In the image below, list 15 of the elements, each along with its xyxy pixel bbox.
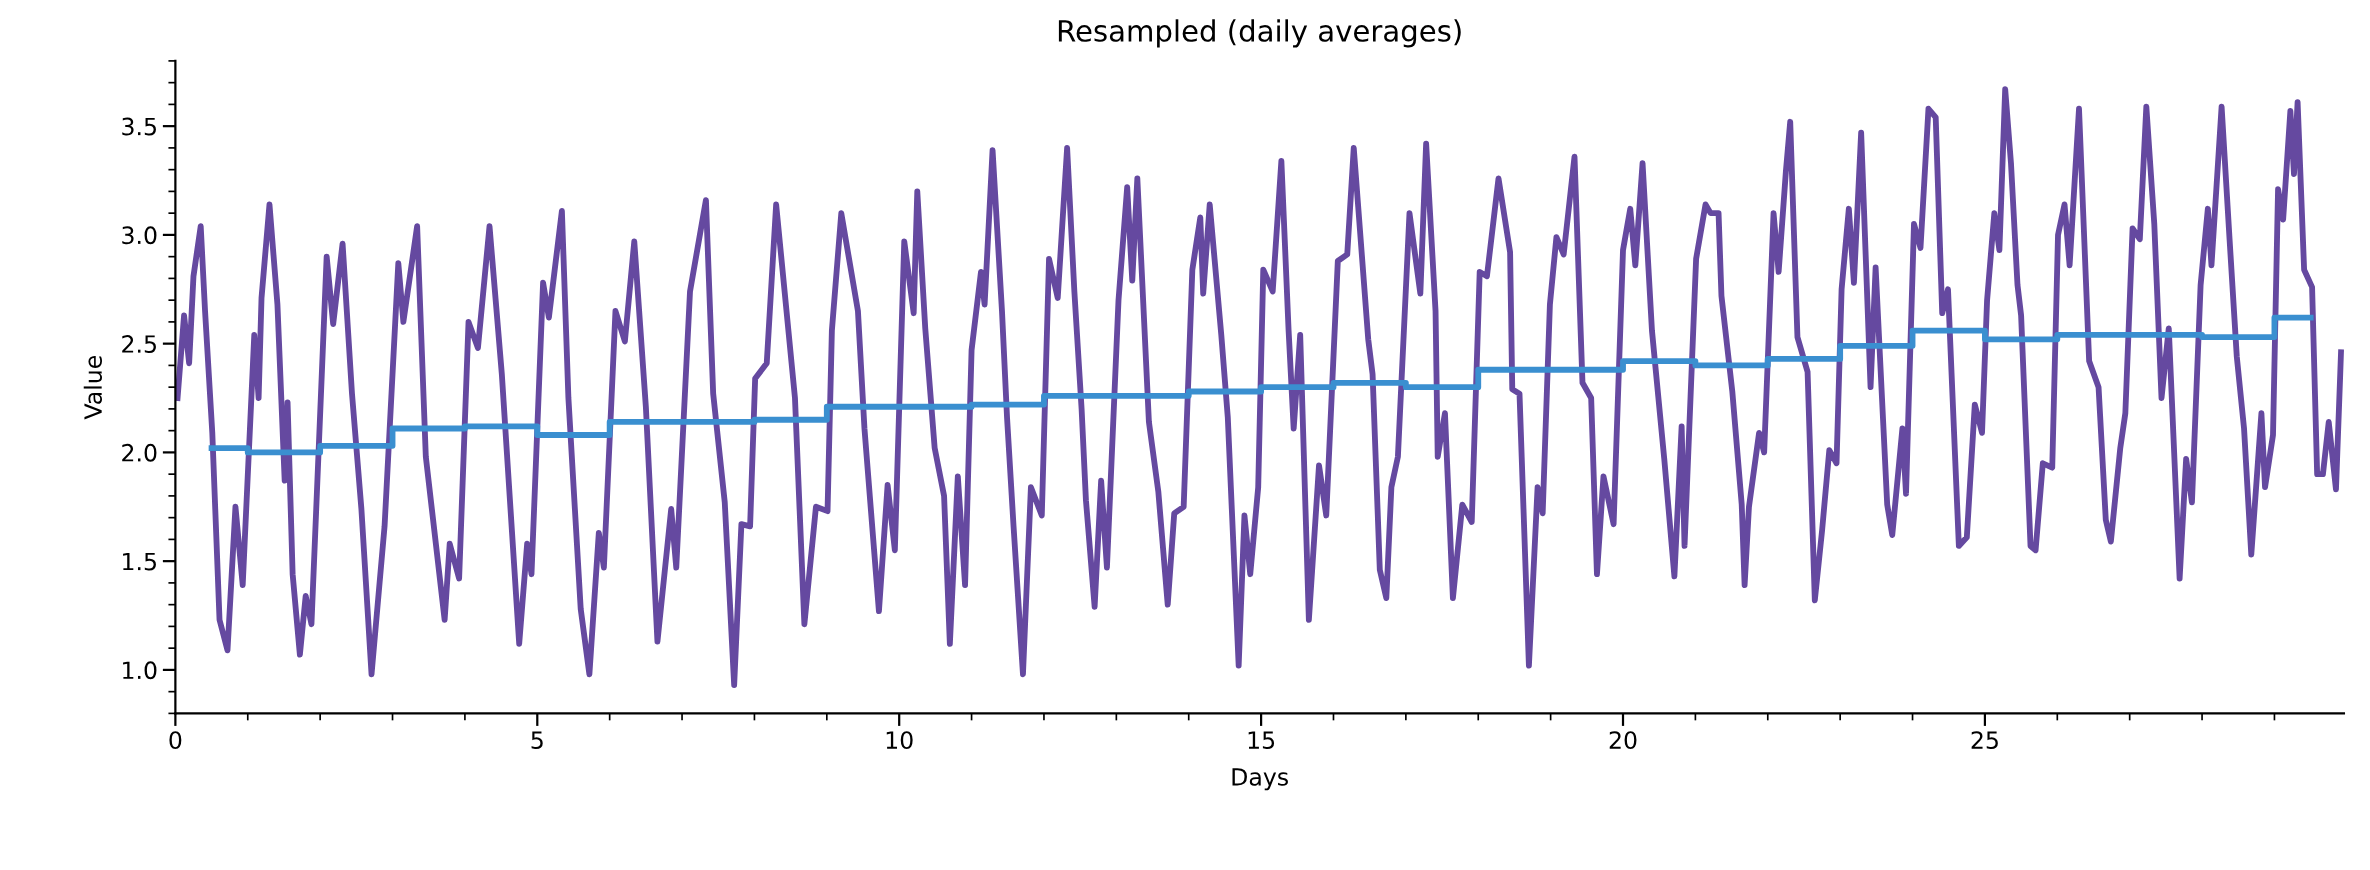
chart-title: Resampled (daily averages) bbox=[1058, 19, 1461, 48]
x-tick-label: 0 bbox=[169, 731, 182, 750]
y-tick-label: 2.5 bbox=[122, 335, 156, 353]
y-axis-title: Value bbox=[83, 355, 103, 420]
y-tick-label: 3.5 bbox=[122, 117, 156, 136]
y-tick-label: 1.5 bbox=[123, 552, 156, 571]
x-axis-title: Days bbox=[1232, 768, 1288, 791]
x-tick-label: 15 bbox=[1248, 731, 1275, 750]
y-tick-label: 1.0 bbox=[123, 661, 157, 680]
x-tick-label: 10 bbox=[886, 731, 913, 750]
x-tick-label: 5 bbox=[531, 731, 543, 750]
x-tick-label: 25 bbox=[1971, 731, 1998, 750]
x-tick-label: 20 bbox=[1609, 731, 1637, 750]
y-tick-label: 2.0 bbox=[122, 443, 157, 462]
y-tick-label: 3.0 bbox=[122, 226, 157, 245]
